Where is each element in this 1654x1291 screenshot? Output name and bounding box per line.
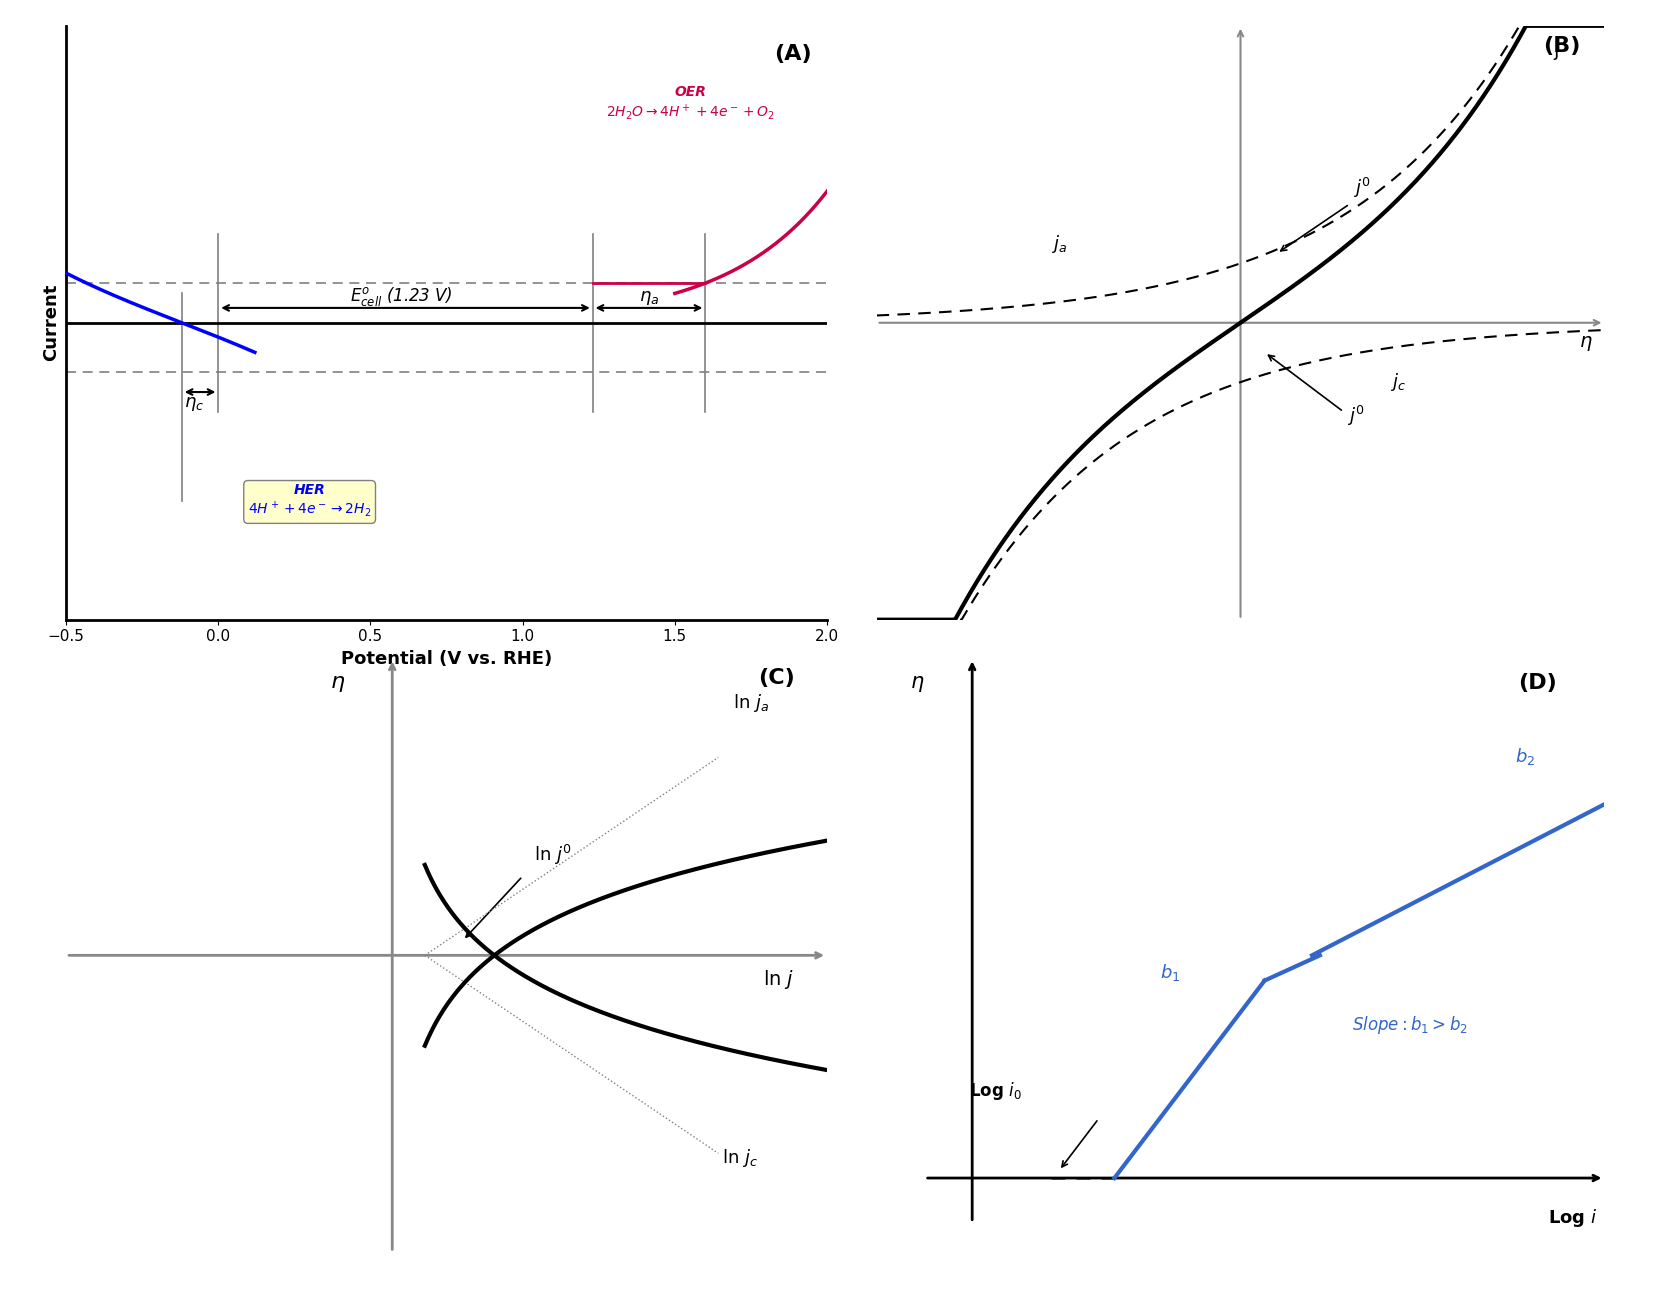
Text: $j^0$: $j^0$ xyxy=(1346,404,1365,427)
Text: $\eta_c$: $\eta_c$ xyxy=(184,395,203,413)
Text: HER
$4H^+ + 4e^- \rightarrow 2H_2$: HER $4H^+ + 4e^- \rightarrow 2H_2$ xyxy=(248,483,372,519)
Text: (B): (B) xyxy=(1543,36,1580,56)
Text: (C): (C) xyxy=(758,669,794,688)
Text: Log $i$: Log $i$ xyxy=(1548,1207,1598,1229)
Text: j: j xyxy=(1553,40,1558,59)
Text: $\eta_a$: $\eta_a$ xyxy=(638,289,660,307)
Text: (A): (A) xyxy=(774,44,812,63)
Text: $\eta$: $\eta$ xyxy=(910,674,925,695)
Text: ln $j^0$: ln $j^0$ xyxy=(534,843,571,868)
X-axis label: Potential (V vs. RHE): Potential (V vs. RHE) xyxy=(341,649,552,667)
Text: ln $j_c$: ln $j_c$ xyxy=(723,1148,758,1170)
Text: (D): (D) xyxy=(1518,674,1556,693)
Text: $b_1$: $b_1$ xyxy=(1159,962,1179,982)
Text: $j^0$: $j^0$ xyxy=(1353,176,1371,200)
Text: $j_a$: $j_a$ xyxy=(1050,232,1067,254)
Text: $\eta$: $\eta$ xyxy=(331,674,346,695)
Text: $b_2$: $b_2$ xyxy=(1515,746,1535,767)
Y-axis label: Current: Current xyxy=(43,284,61,361)
Text: OER
$2H_2O \rightarrow 4H^++4e^-+O_2$: OER $2H_2O \rightarrow 4H^++4e^-+O_2$ xyxy=(605,85,774,121)
Text: ln $j_a$: ln $j_a$ xyxy=(733,692,769,714)
Text: $E^o_{cell}$ (1.23 V): $E^o_{cell}$ (1.23 V) xyxy=(349,285,452,309)
Text: ln $j$: ln $j$ xyxy=(762,968,794,991)
Text: $\eta$: $\eta$ xyxy=(1578,334,1593,354)
Text: $j_c$: $j_c$ xyxy=(1391,371,1406,392)
Text: Log $i_0$: Log $i_0$ xyxy=(969,1081,1022,1103)
Text: $\it{Slope: b_1>b_2}$: $\it{Slope: b_1>b_2}$ xyxy=(1351,1013,1467,1035)
